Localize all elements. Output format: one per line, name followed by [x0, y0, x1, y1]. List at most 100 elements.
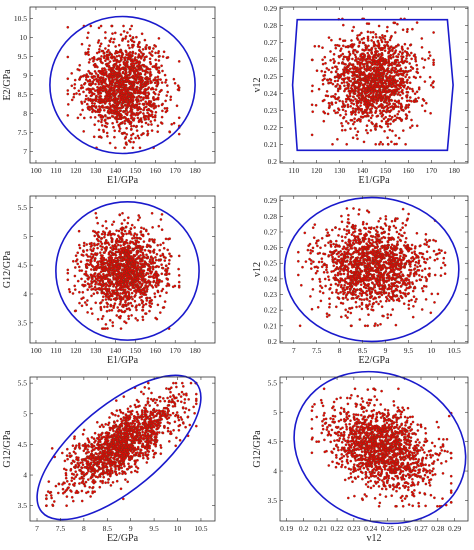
data-point: [111, 324, 115, 328]
data-point: [146, 263, 150, 266]
data-point: [91, 80, 95, 84]
data-point: [370, 98, 373, 102]
data-point: [131, 262, 135, 266]
data-point: [329, 81, 333, 84]
data-point: [333, 95, 337, 99]
data-point: [138, 216, 142, 219]
data-point: [94, 82, 97, 86]
data-point: [119, 227, 123, 231]
data-point: [139, 237, 142, 241]
data-point: [145, 114, 149, 118]
data-point: [358, 62, 362, 66]
data-point: [119, 77, 123, 81]
data-point: [99, 42, 103, 46]
data-point: [131, 98, 135, 102]
y-tick-label: 3.5: [18, 318, 28, 327]
data-point: [321, 78, 325, 82]
data-point: [86, 31, 90, 35]
data-point: [90, 282, 93, 285]
data-point: [73, 266, 77, 269]
data-point: [351, 122, 355, 126]
data-point: [372, 100, 376, 104]
data-point: [119, 33, 123, 36]
data-point: [66, 77, 70, 81]
data-point: [147, 275, 151, 279]
data-point: [90, 252, 93, 256]
data-point: [393, 91, 397, 95]
data-point: [396, 43, 400, 47]
data-point: [432, 80, 435, 83]
data-point: [82, 283, 86, 287]
data-point: [130, 291, 134, 295]
x-tick-label: 150: [380, 166, 392, 175]
data-point: [104, 114, 107, 118]
data-point: [117, 111, 120, 114]
data-point: [106, 122, 109, 125]
data-point: [148, 265, 152, 269]
data-point: [139, 110, 142, 114]
data-point: [105, 226, 108, 230]
data-point: [321, 58, 324, 62]
data-point: [90, 312, 94, 315]
data-point: [346, 121, 350, 125]
data-point: [116, 107, 120, 111]
data-point: [105, 93, 109, 96]
data-point: [354, 58, 358, 61]
data-point: [102, 327, 105, 330]
data-point: [99, 24, 103, 28]
data-point: [146, 91, 150, 95]
data-point: [360, 88, 364, 92]
data-point: [114, 239, 118, 243]
data-point: [336, 83, 339, 86]
data-point: [115, 67, 119, 71]
data-point: [343, 84, 346, 88]
data-point: [383, 129, 386, 133]
data-point: [111, 248, 115, 252]
data-point: [76, 68, 80, 71]
y-axis-label: G12/GPa: [2, 250, 13, 288]
data-point: [117, 43, 121, 47]
data-point: [115, 55, 119, 58]
data-point: [118, 276, 122, 280]
data-point: [375, 85, 379, 89]
data-point: [140, 260, 144, 263]
y-tick-label: 0.23: [264, 106, 277, 115]
data-point: [155, 272, 159, 276]
data-point: [109, 72, 113, 76]
data-point: [127, 294, 130, 298]
data-point: [103, 251, 106, 254]
data-point: [127, 255, 131, 259]
data-point: [122, 110, 125, 114]
data-point: [325, 90, 329, 93]
data-point: [151, 259, 154, 262]
data-point: [401, 61, 405, 65]
data-point: [423, 267, 427, 271]
data-point: [427, 57, 430, 60]
data-point: [151, 226, 154, 229]
data-point: [84, 270, 88, 274]
data-point: [395, 71, 399, 74]
data-point: [82, 116, 86, 120]
data-point: [399, 228, 402, 232]
data-point: [122, 243, 126, 247]
data-point: [374, 33, 378, 36]
data-point: [342, 69, 346, 73]
data-point: [108, 68, 112, 71]
data-point: [336, 67, 339, 71]
data-point: [104, 323, 108, 326]
data-point: [358, 77, 362, 81]
data-point: [353, 86, 357, 89]
data-point: [315, 69, 319, 73]
data-point: [387, 58, 391, 62]
data-point: [120, 256, 123, 259]
data-point: [361, 83, 365, 87]
data-point: [93, 57, 96, 61]
data-point: [152, 98, 156, 102]
data-point: [357, 57, 360, 60]
data-point: [86, 299, 89, 302]
data-point: [76, 251, 80, 255]
data-point: [399, 60, 403, 64]
data-point: [355, 119, 359, 122]
data-point: [357, 111, 361, 114]
data-point: [134, 306, 138, 309]
